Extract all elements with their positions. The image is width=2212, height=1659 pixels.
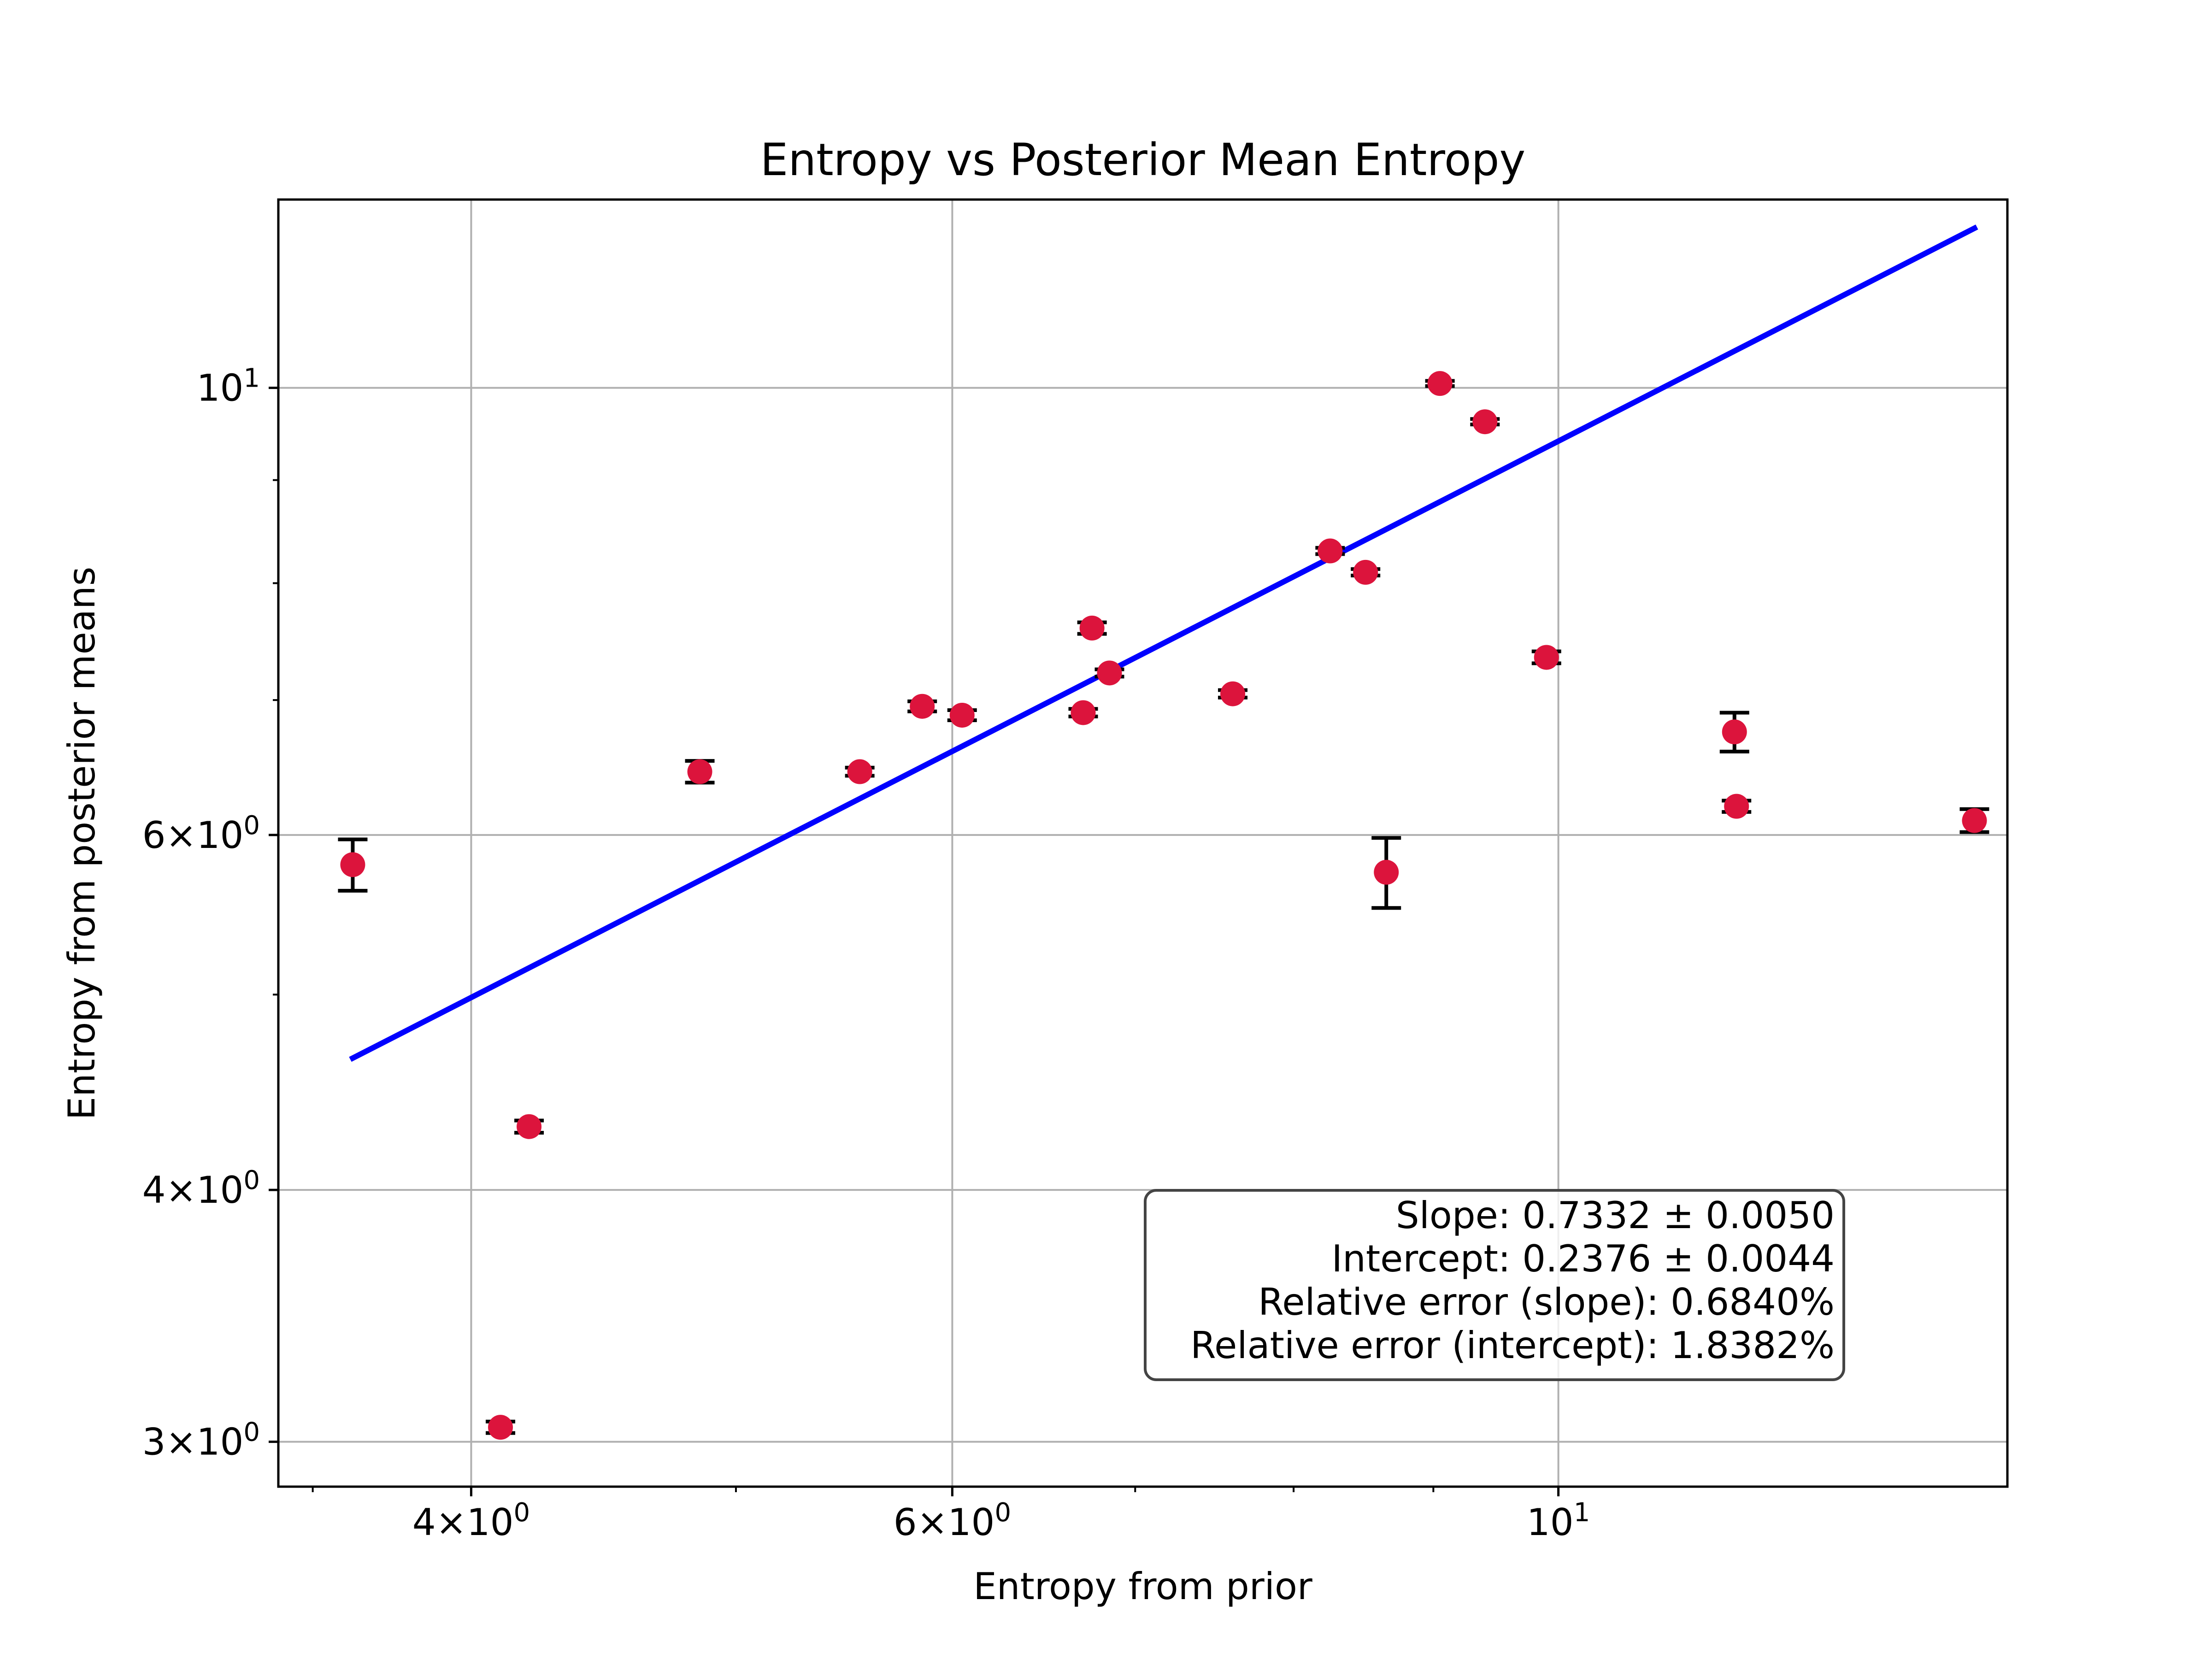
x-tick-label: 4×100 — [412, 1498, 530, 1544]
grid-layer — [278, 200, 2007, 1487]
annotation-line-4: Relative error (intercept): 1.8382% — [1190, 1324, 1835, 1367]
y-tick-label: 101 — [197, 364, 260, 410]
data-point — [1220, 681, 1246, 706]
data-point — [1962, 808, 1987, 833]
data-point — [1079, 615, 1105, 641]
data-point — [1724, 794, 1749, 819]
annotation-frame — [1144, 1189, 1845, 1381]
fit-line-layer — [349, 224, 1978, 1062]
chart-title: Entropy vs Posterior Mean Entropy — [760, 134, 1526, 186]
data-point — [687, 759, 712, 784]
y-tick-label: 6×100 — [142, 811, 260, 857]
data-point — [949, 702, 975, 728]
data-point — [1353, 559, 1378, 585]
x-axis-label: Entropy from prior — [973, 1565, 1312, 1608]
data-point — [1472, 409, 1498, 435]
data-point — [1374, 859, 1399, 885]
x-tick-label: 101 — [1527, 1498, 1590, 1544]
data-point — [517, 1114, 542, 1139]
data-point — [1534, 645, 1559, 670]
plot-frame — [277, 198, 2009, 1488]
data-point — [1427, 371, 1453, 396]
data-point — [340, 852, 365, 877]
y-axis-label: Entropy from posterior means — [60, 567, 103, 1120]
annotation-line-2: Intercept: 0.2376 ± 0.0044 — [1332, 1237, 1835, 1280]
annotation-box: Slope: 0.7332 ± 0.0050 Intercept: 0.2376… — [1144, 1189, 1845, 1381]
fit-line — [349, 224, 1978, 1062]
data-point — [847, 759, 872, 784]
annotation-line-3: Relative error (slope): 0.6840% — [1258, 1281, 1835, 1324]
y-tick-label: 3×100 — [142, 1418, 260, 1464]
tick-layer: 4×100 6×100 101 3×100 4×100 6×100 101 — [142, 364, 1590, 1544]
data-point — [1722, 719, 1747, 745]
data-point — [1318, 538, 1343, 564]
y-tick-label: 4×100 — [142, 1165, 260, 1212]
data-point — [1071, 700, 1096, 725]
x-tick-label: 6×100 — [894, 1498, 1011, 1544]
data-point — [910, 694, 935, 719]
data-point — [488, 1415, 513, 1440]
data-point — [1097, 660, 1122, 686]
points-layer — [340, 371, 1987, 1440]
annotation-line-1: Slope: 0.7332 ± 0.0050 — [1396, 1194, 1835, 1237]
